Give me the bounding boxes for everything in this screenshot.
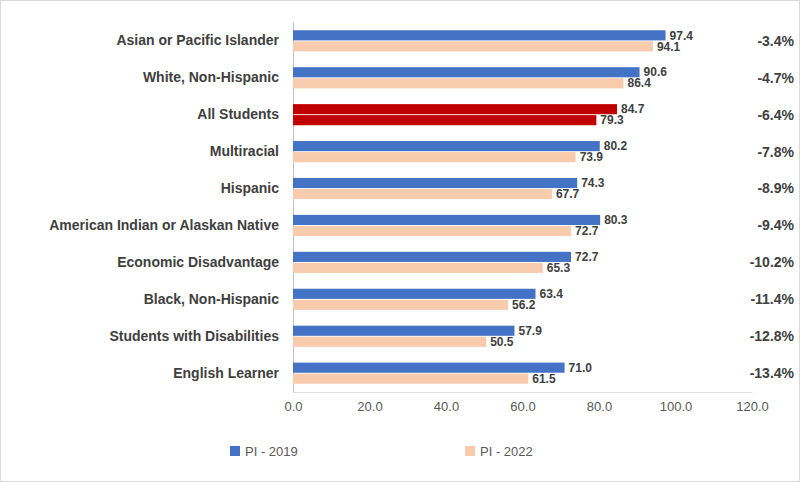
bar — [293, 30, 666, 40]
data-label: 74.3 — [581, 176, 605, 190]
x-tick-label: 80.0 — [587, 399, 612, 414]
data-label: 63.4 — [540, 287, 564, 301]
change-label: -7.8% — [757, 144, 794, 160]
y-tick: Students with Disabilities — [109, 328, 279, 344]
category-label: American Indian or Alaskan Native — [49, 217, 279, 233]
y-tick: Asian or Pacific Islander — [116, 32, 279, 48]
y-tick: Economic Disadvantage — [117, 254, 279, 270]
x-axis: 0.0 20.0 40.0 60.0 80.0 100.0 120.0 — [284, 392, 768, 414]
x-tick: 0.0 — [284, 392, 302, 414]
data-label: 67.7 — [556, 187, 580, 201]
x-tick: 80.0 — [587, 392, 612, 414]
change-label: -6.4% — [757, 107, 794, 123]
y-tick: Black, Non-Hispanic — [144, 291, 280, 307]
chart-frame — [1, 1, 800, 482]
data-label: 94.1 — [657, 40, 681, 54]
data-label: 84.7 — [621, 102, 645, 116]
bar — [293, 363, 565, 373]
x-tick-label: 20.0 — [357, 399, 382, 414]
y-tick: White, Non-Hispanic — [143, 69, 279, 85]
y-axis: Asian or Pacific Islander White, Non-Hisp… — [49, 23, 293, 393]
change-label: -11.4% — [750, 291, 794, 307]
bar — [293, 178, 577, 188]
change-label: -13.4% — [750, 365, 795, 381]
bar — [293, 300, 508, 310]
category-label: Multiracial — [210, 143, 279, 159]
category-label: All Students — [197, 106, 279, 122]
y-tick: Hispanic — [221, 180, 280, 196]
category-label: English Learner — [173, 365, 279, 381]
data-label: 57.9 — [518, 324, 542, 338]
y-tick: American Indian or Alaskan Native — [49, 217, 279, 233]
x-tick-label: 0.0 — [284, 399, 302, 414]
x-tick-label: 100.0 — [660, 399, 693, 414]
category-label: Hispanic — [221, 180, 280, 196]
bar — [293, 115, 596, 125]
data-label: 50.5 — [490, 335, 514, 349]
x-tick: 60.0 — [510, 392, 535, 414]
plot: 0.0 20.0 40.0 60.0 80.0 100.0 120.0 Asian or Pa… — [49, 23, 769, 415]
bar — [293, 226, 571, 236]
bar — [293, 326, 514, 336]
data-label: 72.7 — [575, 224, 599, 238]
change-label: -12.8% — [750, 328, 795, 344]
data-label: 56.2 — [512, 298, 536, 312]
data-label: 80.3 — [604, 213, 628, 227]
bar — [293, 41, 653, 51]
bar — [293, 374, 528, 384]
change-label: -3.4% — [757, 33, 794, 49]
legend: PI - 2019 PI - 2022 — [230, 444, 533, 459]
bar — [293, 104, 617, 114]
category-label: Students with Disabilities — [109, 328, 279, 344]
x-tick-label: 120.0 — [736, 399, 769, 414]
category-label: White, Non-Hispanic — [143, 69, 279, 85]
data-label: 61.5 — [532, 372, 556, 386]
y-tick: English Learner — [173, 365, 279, 381]
x-tick-label: 60.0 — [510, 399, 535, 414]
bars — [293, 30, 666, 383]
bar — [293, 252, 571, 262]
bar — [293, 337, 486, 347]
x-tick: 100.0 — [660, 392, 693, 414]
legend-swatch — [230, 446, 240, 456]
data-label: 65.3 — [547, 261, 571, 275]
category-label: Black, Non-Hispanic — [144, 291, 280, 307]
change-label: -10.2% — [750, 254, 795, 270]
bar — [293, 152, 576, 162]
data-label: 73.9 — [580, 150, 604, 164]
annotations: -3.4% -4.7% -6.4% -7.8% -8.9% -9.4% -10.2% -11.… — [750, 33, 795, 381]
change-label: -4.7% — [757, 70, 794, 86]
x-axis-line — [294, 392, 753, 393]
change-label: -9.4% — [757, 217, 794, 233]
x-tick: 120.0 — [736, 392, 769, 414]
y-tick: Multiracial — [210, 143, 279, 159]
bar — [293, 289, 536, 299]
data-label: 80.2 — [604, 139, 628, 153]
bar — [293, 141, 600, 151]
y-tick: All Students — [197, 106, 279, 122]
category-label: Asian or Pacific Islander — [116, 32, 279, 48]
data-label: 72.7 — [575, 250, 599, 264]
bar — [293, 189, 552, 199]
data-label: 71.0 — [569, 361, 593, 375]
x-tick: 20.0 — [357, 392, 382, 414]
data-label: 79.3 — [600, 113, 624, 127]
data-labels: 97.490.684.780.274.380.372.763.457.971.0… — [490, 29, 693, 386]
category-label: Economic Disadvantage — [117, 254, 279, 270]
change-label: -8.9% — [757, 180, 794, 196]
data-label: 86.4 — [627, 76, 651, 90]
bar — [293, 67, 640, 77]
x-tick-label: 40.0 — [434, 399, 459, 414]
legend-item: PI - 2019 — [230, 444, 298, 459]
bar — [293, 78, 623, 88]
legend-swatch — [465, 446, 475, 456]
x-tick: 40.0 — [434, 392, 459, 414]
legend-label: PI - 2022 — [480, 444, 533, 459]
bar — [293, 215, 600, 225]
chart: 0.0 20.0 40.0 60.0 80.0 100.0 120.0 Asian or Pa… — [0, 0, 800, 482]
bar — [293, 263, 543, 273]
legend-label: PI - 2019 — [245, 444, 298, 459]
legend-item: PI - 2022 — [465, 444, 533, 459]
